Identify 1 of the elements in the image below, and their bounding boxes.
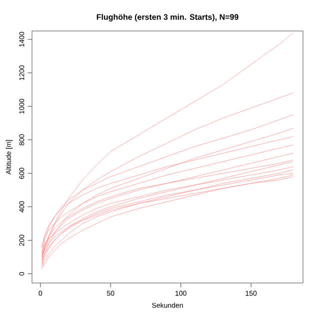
chart-title: Flughöhe (ersten 3 min. Starts), N=99 bbox=[96, 14, 238, 22]
